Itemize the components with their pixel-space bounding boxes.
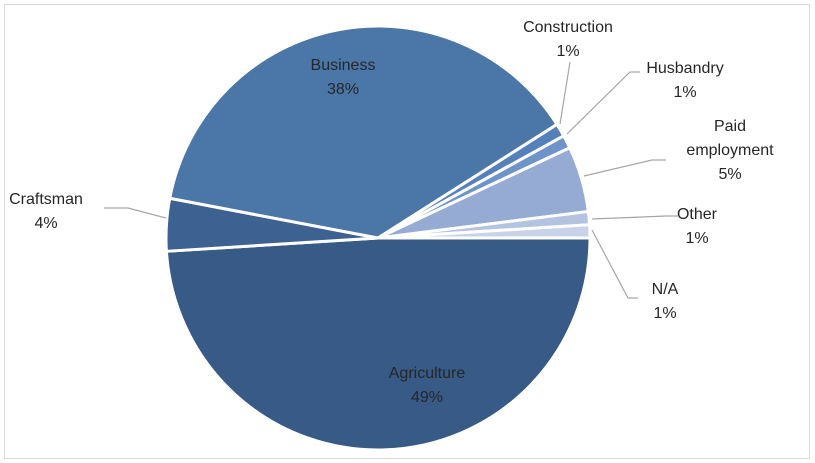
slice-name: Paid (714, 118, 746, 135)
slice-percent: 5% (718, 166, 741, 183)
leader-line (104, 207, 167, 219)
slice-label: N/A 1% (652, 281, 679, 322)
leader-line (559, 61, 571, 125)
slice-label: Paid employment 5% (686, 118, 774, 183)
pie-slice-agriculture (164, 236, 592, 452)
slice-labels: Agriculture 49% Craftsman 4% Business 38% Cons… (9, 19, 774, 406)
slice-percent: 1% (556, 43, 579, 60)
slice-label: Craftsman 4% (9, 191, 83, 232)
slice-label: Construction 1% (523, 19, 613, 60)
slice-percent: 1% (673, 84, 696, 101)
slice-label: Husbandry 1% (646, 60, 723, 101)
pie-slice-n-a (376, 223, 592, 240)
slice-name: Husbandry (646, 60, 723, 77)
leader-line (591, 215, 678, 220)
slice-label: Other 1% (677, 206, 718, 247)
slice-name: Craftsman (9, 191, 83, 208)
slice-percent: 1% (653, 305, 676, 322)
slice-label: Agriculture 49% (389, 365, 466, 406)
slice-name: Construction (523, 19, 613, 36)
slice-name: Business (311, 57, 376, 74)
slice-name: N/A (652, 281, 679, 298)
leader-lines (104, 61, 678, 299)
leader-line (566, 71, 640, 135)
leader-line (583, 159, 666, 177)
slice-percent: 4% (34, 215, 57, 232)
slice-label: Business 38% (311, 57, 376, 98)
slice-name: Agriculture (389, 365, 466, 382)
slice-percent: 38% (327, 81, 359, 98)
slice-percent: 49% (411, 389, 443, 406)
slice-name: Other (677, 206, 718, 223)
slice-percent: 1% (685, 230, 708, 247)
pie-slices (164, 24, 592, 452)
leader-line (591, 229, 638, 299)
slice-name: employment (686, 142, 774, 159)
